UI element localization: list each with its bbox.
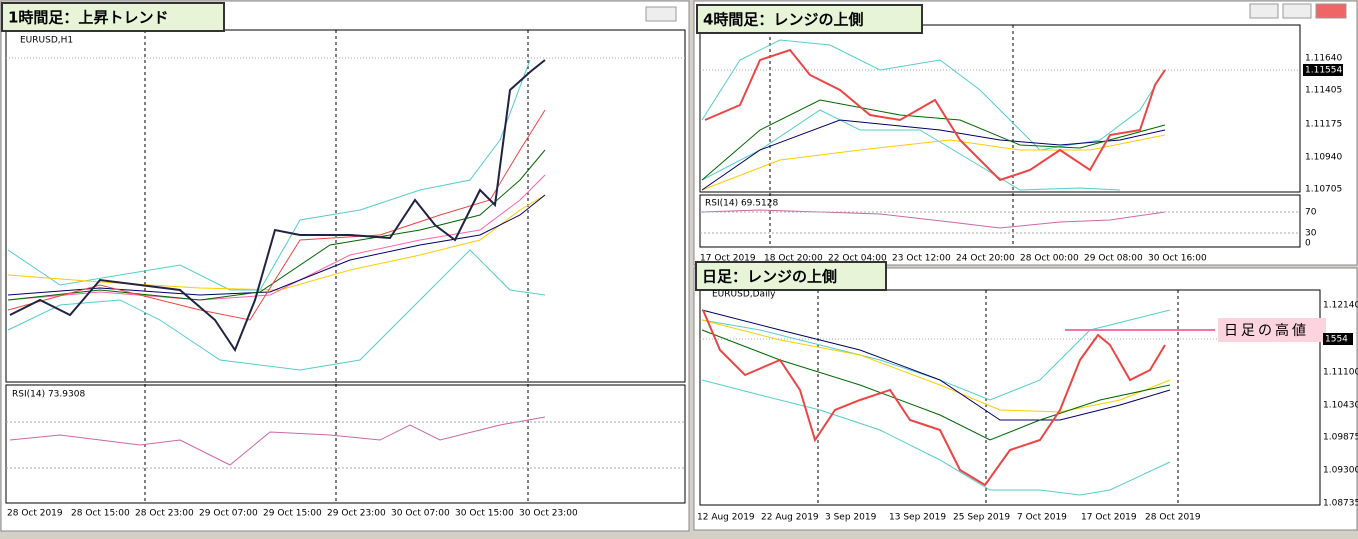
symbol-label: EURUSD,H1 [20, 36, 73, 46]
date-label: 25 Sep 2019 [953, 513, 1010, 523]
window-buttons[interactable] [1249, 3, 1347, 19]
date-label: 30 Oct 16:00 [1148, 254, 1207, 264]
price-label: 1.11100 [1323, 368, 1358, 378]
date-label: 29 Oct 23:00 [327, 509, 386, 519]
main-pane [699, 289, 1321, 506]
rsi-level-label: 0 [1305, 239, 1311, 249]
date-label: 30 Oct 07:00 [391, 509, 450, 519]
date-label: 28 Oct 2019 [7, 509, 63, 519]
rsi-label: RSI(14) 69.5128 [705, 199, 778, 209]
date-label: 23 Oct 12:00 [892, 254, 951, 264]
date-label: 22 Oct 04:00 [828, 254, 887, 264]
date-label: 3 Sep 2019 [825, 513, 877, 523]
price-label: 1.09300 [1323, 466, 1358, 476]
price-label: 1.09875 [1323, 433, 1358, 443]
date-label: 30 Oct 15:00 [455, 509, 514, 519]
date-label: 7 Oct 2019 [1017, 513, 1067, 523]
rsi-pane [699, 194, 1301, 248]
window-title: 1時間足：上昇トレンド [8, 9, 168, 27]
window-title: 日足：レンジの上側 [702, 268, 837, 286]
title-label [696, 4, 923, 34]
indicators [7, 59, 546, 466]
price-label: 1.10430 [1323, 401, 1358, 411]
window-title: 4時間足：レンジの上側 [703, 11, 863, 29]
date-label: 28 Oct 00:00 [1020, 254, 1079, 264]
date-label: 29 Oct 07:00 [199, 509, 258, 519]
annotation-box [1218, 318, 1326, 342]
date-label: 30 Oct 23:00 [519, 509, 578, 519]
price-tag [1323, 333, 1353, 345]
price-label: 1.10705 [1305, 185, 1342, 195]
date-label: 13 Sep 2019 [889, 513, 946, 523]
date-label: 28 Oct 15:00 [71, 509, 130, 519]
date-label: 17 Oct 2019 [700, 254, 756, 264]
price-label: 1.11640 [1305, 54, 1342, 64]
rsi-pane [5, 384, 686, 504]
price-label: 1.08735 [1323, 499, 1358, 509]
price-label: 1.11175 [1305, 120, 1342, 130]
date-label: 24 Oct 20:00 [956, 254, 1015, 264]
rsi-level-label: 30 [1305, 229, 1317, 239]
indicators [701, 309, 1171, 496]
date-label: 29 Oct 15:00 [263, 509, 322, 519]
date-label: 17 Oct 2019 [1081, 513, 1137, 523]
date-label: 18 Oct 20:00 [764, 254, 823, 264]
price-label: 1.11405 [1305, 86, 1342, 96]
main-pane [699, 24, 1301, 193]
rsi-level-label: 70 [1305, 208, 1317, 218]
price-tag [1303, 64, 1343, 76]
current-price: 1554 [1325, 335, 1348, 345]
date-label: 22 Aug 2019 [761, 513, 819, 523]
current-price: 1.11554 [1305, 66, 1342, 76]
rsi-label: RSI(14) 73.9308 [12, 390, 85, 400]
date-label: 12 Aug 2019 [697, 513, 755, 523]
date-label: 28 Oct 23:00 [135, 509, 194, 519]
annotation: 日足の高値 [1224, 322, 1309, 339]
window-button[interactable] [645, 6, 677, 22]
separators [769, 25, 1014, 247]
separators [144, 30, 529, 503]
main-pane [5, 29, 686, 383]
indicators [701, 39, 1166, 229]
price-label: 1.12140 [1323, 301, 1358, 311]
price-label: 1.10940 [1305, 153, 1342, 163]
title-label [695, 261, 887, 291]
date-label: 29 Oct 08:00 [1084, 254, 1143, 264]
symbol-label: EURUSD,Daily [712, 290, 776, 300]
date-label: 28 Oct 2019 [1145, 513, 1201, 523]
title-label [1, 2, 225, 32]
